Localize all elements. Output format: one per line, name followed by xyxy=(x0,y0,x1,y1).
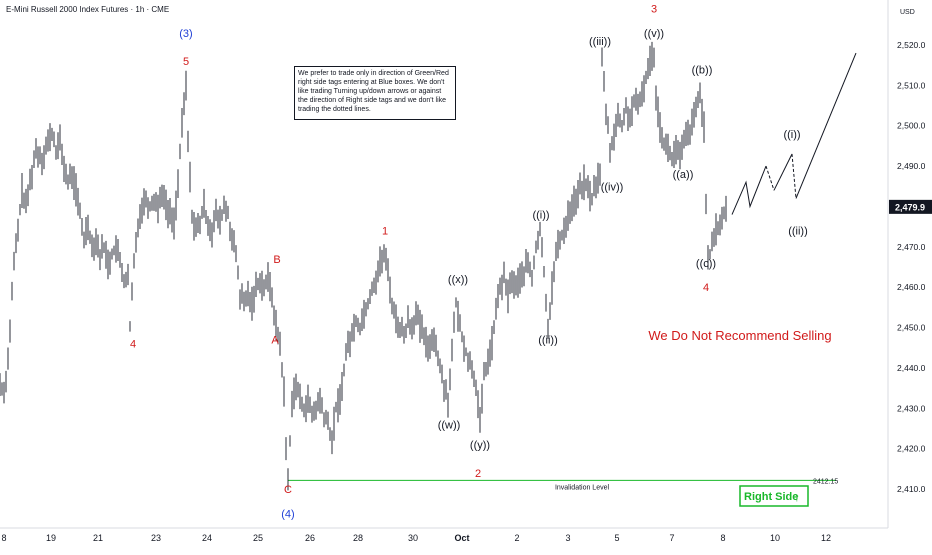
wave-labels: (3) 5 4 B A C (4) 1 ((x)) ((w)) ((y)) 2 ((i)) ((ii)) (… xyxy=(130,4,808,521)
y-tick-label: 2,450.0 xyxy=(897,323,926,333)
x-tick-label: 21 xyxy=(93,533,103,543)
projection-solid xyxy=(773,153,793,191)
y-tick-label: 2,490.0 xyxy=(897,161,926,171)
no-sell-annotation: We Do Not Recommend Selling xyxy=(648,328,831,343)
wave-label: 1 xyxy=(382,226,388,238)
wave-label: ((i)) xyxy=(783,129,800,141)
price-candles xyxy=(0,41,727,491)
wave-label: ((iii)) xyxy=(589,36,611,48)
invalidation-label: Invalidation Level xyxy=(555,484,610,491)
wave-label: 4 xyxy=(130,339,136,351)
trading-note-box: We prefer to trade only in direction of … xyxy=(294,66,456,120)
wave-label: (4) xyxy=(281,508,294,520)
y-tick-label: 2,440.0 xyxy=(897,363,926,373)
right-side-tag-label: Right Side xyxy=(744,491,798,503)
up-arrow-icon: ↑ xyxy=(794,490,800,504)
x-tick-label: 25 xyxy=(253,533,263,543)
projection-dotted xyxy=(791,153,797,199)
x-tick-label: 5 xyxy=(614,533,619,543)
projection-dotted xyxy=(765,165,775,191)
projection-solid xyxy=(731,165,767,215)
last-price-tag xyxy=(889,199,932,214)
wave-label: ((iv)) xyxy=(601,181,624,193)
x-tick-label: 12 xyxy=(821,533,831,543)
x-tick-label: 28 xyxy=(353,533,363,543)
wave-label: 2 xyxy=(475,468,481,480)
last-price-label: 2,479.9 xyxy=(895,202,925,212)
wave-label: B xyxy=(273,254,280,266)
x-tick-label: 7 xyxy=(669,533,674,543)
y-tick-label: 2,460.0 xyxy=(897,282,926,292)
wave-label: ((ii)) xyxy=(788,226,808,238)
right-side-tag-box xyxy=(739,485,809,507)
wave-label: ((ii)) xyxy=(538,335,558,347)
wave-label: 3 xyxy=(651,4,657,16)
wave-label: ((b)) xyxy=(692,64,713,76)
x-tick-label: 8 xyxy=(720,533,725,543)
x-tick-label: 10 xyxy=(770,533,780,543)
time-axis[interactable]: 8 19 21 23 24 25 26 28 30 Oct 2 3 5 7 8 10 12 xyxy=(0,527,888,543)
annotations: We Do Not Recommend Selling Right Side↑ xyxy=(648,328,832,507)
invalidation-level: Invalidation Level 2412.15 xyxy=(288,478,838,491)
wave-label: ((x)) xyxy=(448,274,468,286)
wave-label: 5 xyxy=(183,56,189,68)
y-tick-label: 2,500.0 xyxy=(897,121,926,131)
price-axis-bg xyxy=(888,0,932,550)
wave-label: ((y)) xyxy=(470,440,490,452)
y-tick-label: 2,510.0 xyxy=(897,80,926,90)
currency-label: USD xyxy=(900,9,915,16)
x-tick-label: 23 xyxy=(151,533,161,543)
x-tick-label: 26 xyxy=(305,533,315,543)
invalidation-price: 2412.15 xyxy=(813,478,838,485)
x-tick-label: 2 xyxy=(514,533,519,543)
wave-label: C xyxy=(284,484,292,496)
wave-label: (3) xyxy=(179,28,192,40)
symbol-title: E-Mini Russell 2000 Index Futures · 1h ·… xyxy=(6,5,170,14)
x-tick-label: 24 xyxy=(202,533,212,543)
wave-label: ((i)) xyxy=(532,210,549,222)
wave-label: ((a)) xyxy=(673,169,694,181)
y-tick-label: 2,420.0 xyxy=(897,444,926,454)
price-axis[interactable]: USD 2,410.0 2,420.0 2,430.0 2,440.0 2,450.0 2,… xyxy=(887,0,932,550)
x-tick-label: 19 xyxy=(46,533,56,543)
wave-label: 4 xyxy=(703,282,709,294)
y-tick-label: 2,410.0 xyxy=(897,484,926,494)
wave-label: ((v)) xyxy=(644,28,664,40)
x-tick-label: 30 xyxy=(408,533,418,543)
x-tick-label: 8 xyxy=(1,533,6,543)
projection-path xyxy=(731,52,857,215)
wave-label: ((w)) xyxy=(438,419,461,431)
y-tick-label: 2,430.0 xyxy=(897,403,926,413)
y-tick-label: 2,520.0 xyxy=(897,40,926,50)
wave-label: ((c)) xyxy=(696,258,716,270)
x-tick-label: 3 xyxy=(565,533,570,543)
x-tick-label: Oct xyxy=(454,533,469,543)
wave-label: A xyxy=(271,335,279,347)
y-tick-label: 2,470.0 xyxy=(897,242,926,252)
projection-solid xyxy=(795,52,857,199)
